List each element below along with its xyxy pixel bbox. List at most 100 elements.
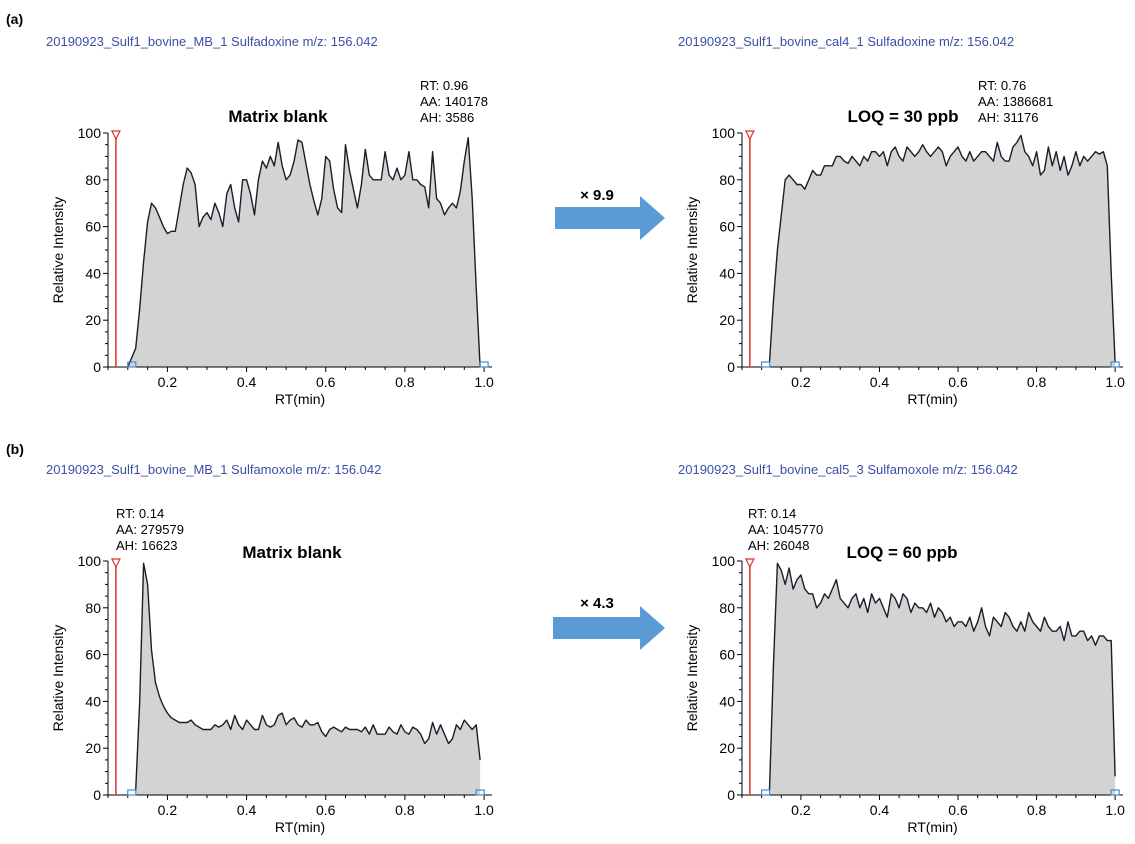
y-tick-label: 80	[719, 600, 735, 616]
baseline-marker	[475, 789, 485, 796]
chart-area-fill	[135, 563, 481, 795]
chart-area-fill	[769, 563, 1116, 795]
chart-title: LOQ = 30 ppb	[848, 107, 959, 126]
x-tick-label: 0.4	[870, 802, 890, 818]
y-tick-label: 20	[85, 740, 101, 756]
y-tick-label: 0	[727, 359, 735, 375]
x-tick-label: 0.2	[791, 374, 811, 390]
peak-annotation-line: AA: 1045770	[748, 522, 823, 537]
peak-annotation-line: AA: 279579	[116, 522, 184, 537]
y-tick-label: 40	[719, 265, 735, 281]
chart-sulfamoxole-matrix-blank: 20190923_Sulf1_bovine_MB_1 Sulfamoxole m…	[46, 462, 494, 835]
x-tick-label: 1.0	[474, 802, 494, 818]
x-tick-label: 0.4	[237, 802, 257, 818]
x-tick-label: 0.8	[1027, 374, 1047, 390]
arrow-a: × 9.9	[555, 187, 665, 240]
y-tick-label: 40	[85, 265, 101, 281]
y-tick-label: 20	[719, 312, 735, 328]
x-tick-label: 0.8	[1027, 802, 1047, 818]
y-tick-label: 0	[93, 359, 101, 375]
y-tick-label: 0	[93, 787, 101, 803]
baseline-marker	[1110, 361, 1120, 368]
x-tick-label: 0.2	[158, 374, 178, 390]
x-tick-label: 1.0	[1105, 802, 1125, 818]
x-tick-label: 0.8	[395, 374, 415, 390]
y-tick-label: 60	[85, 219, 101, 235]
x-tick-label: 0.4	[870, 374, 890, 390]
peak-annotation-line: AA: 140178	[420, 94, 488, 109]
x-axis-label: RT(min)	[907, 391, 957, 407]
y-tick-label: 60	[85, 647, 101, 663]
panel-label-b: (b)	[6, 441, 24, 457]
peak-annotation-line: AH: 26048	[748, 538, 809, 553]
y-tick-label: 100	[712, 125, 736, 141]
y-tick-label: 100	[78, 125, 102, 141]
x-tick-label: 0.8	[395, 802, 415, 818]
baseline-marker	[479, 361, 489, 368]
y-tick-label: 40	[719, 693, 735, 709]
y-axis-label: Relative Intensity	[684, 197, 700, 304]
peak-annotation-line: AH: 16623	[116, 538, 177, 553]
x-axis-label: RT(min)	[275, 391, 325, 407]
y-axis-label: Relative Intensity	[684, 625, 700, 732]
peak-annotation-line: RT: 0.14	[748, 506, 796, 521]
peak-annotation-line: AH: 31176	[978, 110, 1038, 125]
y-tick-label: 80	[85, 600, 101, 616]
y-tick-label: 0	[727, 787, 735, 803]
peak-annotation-line: AA: 1386681	[978, 94, 1053, 109]
x-tick-label: 0.6	[316, 374, 336, 390]
peak-annotation-line: AH: 3586	[420, 110, 474, 125]
y-tick-label: 20	[85, 312, 101, 328]
chart-trace-line	[135, 562, 481, 791]
panel-label-a: (a)	[6, 11, 23, 27]
peak-annotation-line: RT: 0.14	[116, 506, 164, 521]
y-tick-label: 100	[78, 553, 102, 569]
chart-header: 20190923_Sulf1_bovine_cal5_3 Sulfamoxole…	[678, 462, 1018, 477]
arrow-b-shape	[553, 606, 665, 650]
chart-area-fill	[769, 135, 1116, 367]
x-tick-label: 0.2	[791, 802, 811, 818]
x-axis-label: RT(min)	[275, 819, 325, 835]
y-tick-label: 40	[85, 693, 101, 709]
x-axis-label: RT(min)	[907, 819, 957, 835]
chart-sulfadoxine-loq: 20190923_Sulf1_bovine_cal4_1 Sulfadoxine…	[678, 34, 1125, 407]
x-tick-label: 0.6	[948, 374, 968, 390]
chart-title: Matrix blank	[242, 543, 342, 562]
y-tick-label: 100	[712, 553, 736, 569]
x-tick-label: 0.6	[316, 802, 336, 818]
y-tick-label: 80	[719, 172, 735, 188]
chart-title: LOQ = 60 ppb	[847, 543, 958, 562]
x-tick-label: 0.4	[237, 374, 257, 390]
x-tick-label: 1.0	[1105, 374, 1125, 390]
red-marker-triangle	[110, 558, 121, 569]
chart-title: Matrix blank	[228, 107, 328, 126]
red-marker-triangle	[744, 130, 755, 141]
y-axis-label: Relative Intensity	[50, 625, 66, 732]
arrow-b-label: × 4.3	[580, 595, 614, 612]
y-tick-label: 60	[719, 219, 735, 235]
peak-annotation-line: RT: 0.96	[420, 78, 468, 93]
baseline-marker	[760, 361, 771, 368]
chart-header: 20190923_Sulf1_bovine_cal4_1 Sulfadoxine…	[678, 34, 1014, 49]
baseline-marker	[760, 789, 771, 796]
baseline-marker	[127, 361, 137, 368]
y-tick-label: 20	[719, 740, 735, 756]
chart-trace-line	[768, 134, 1116, 363]
y-tick-label: 60	[719, 647, 735, 663]
y-tick-label: 80	[85, 172, 101, 188]
chart-sulfamoxole-loq: 20190923_Sulf1_bovine_cal5_3 Sulfamoxole…	[678, 462, 1125, 835]
x-tick-label: 1.0	[474, 374, 494, 390]
x-tick-label: 0.2	[158, 802, 178, 818]
chart-area-fill	[127, 137, 481, 367]
y-axis-label: Relative Intensity	[50, 197, 66, 304]
red-marker-triangle	[110, 130, 121, 141]
x-tick-label: 0.6	[948, 802, 968, 818]
chart-header: 20190923_Sulf1_bovine_MB_1 Sulfadoxine m…	[46, 34, 378, 49]
baseline-marker	[127, 789, 137, 796]
red-marker-triangle	[744, 558, 755, 569]
chart-trace-line	[127, 137, 481, 368]
arrow-b: × 4.3	[553, 595, 665, 650]
arrow-a-shape	[555, 196, 665, 240]
peak-annotation-line: RT: 0.76	[978, 78, 1026, 93]
